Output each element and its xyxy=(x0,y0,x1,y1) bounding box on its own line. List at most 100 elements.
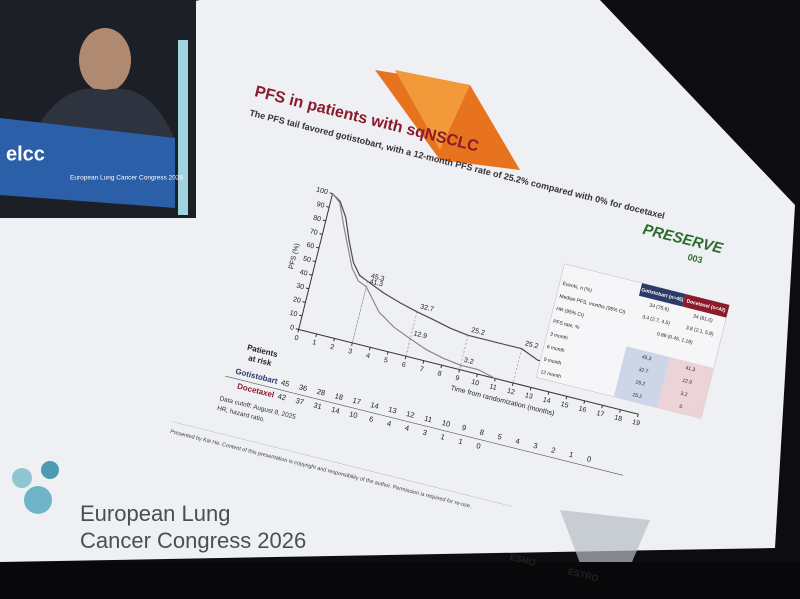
y-tick-label: 100 xyxy=(315,187,328,197)
table-row-label: 3 month xyxy=(549,331,568,341)
x-tick-label: 16 xyxy=(578,406,587,415)
risk-count: 14 xyxy=(369,400,379,411)
x-tick-label: 13 xyxy=(524,392,533,401)
risk-count: 8 xyxy=(479,427,485,437)
brand-line: Cancer Congress 2026 xyxy=(80,528,306,553)
y-tick xyxy=(326,206,330,208)
x-tick xyxy=(440,365,443,369)
table-cell: 3.2 xyxy=(680,391,688,399)
annotation: 32.7 xyxy=(419,303,434,313)
x-tick xyxy=(476,373,478,378)
brand-dot xyxy=(24,486,52,514)
x-tick-label: 18 xyxy=(614,414,623,423)
risk-count: 0 xyxy=(586,454,592,464)
annotation-guide xyxy=(352,286,367,343)
annotation-guide xyxy=(405,338,411,357)
table-cell: 34 (81.0) xyxy=(692,313,713,324)
km-curve xyxy=(332,193,574,370)
risk-count: 31 xyxy=(312,400,322,411)
table-cell: 41.3 xyxy=(685,365,696,373)
y-tick xyxy=(329,192,333,195)
x-tick-label: 10 xyxy=(471,379,480,388)
y-tick-label: 50 xyxy=(302,255,311,264)
y-tick-label: 60 xyxy=(306,242,315,251)
y-tick xyxy=(299,314,303,317)
x-tick-label: 5 xyxy=(383,357,389,365)
table-head-bg xyxy=(638,283,686,307)
x-tick xyxy=(315,333,318,337)
screen xyxy=(0,0,795,562)
risk-count: 1 xyxy=(457,437,463,447)
y-tick-label: 0 xyxy=(289,324,295,332)
x-tick xyxy=(386,351,389,355)
x-tick xyxy=(297,329,300,333)
table-head-bg xyxy=(682,294,730,318)
risk-count: 11 xyxy=(423,414,433,425)
km-curve xyxy=(332,193,496,380)
table-cell: 12.9 xyxy=(682,378,693,386)
y-tick xyxy=(302,301,306,303)
x-tick xyxy=(601,405,604,409)
risk-count: 1 xyxy=(440,432,446,442)
annotation: 25.2 xyxy=(471,327,486,337)
x-tick-label: 11 xyxy=(489,383,498,392)
table-row-label: 9 month xyxy=(543,357,562,367)
table-col xyxy=(613,346,671,408)
x-tick-label: 1 xyxy=(312,339,318,347)
x-tick-label: 4 xyxy=(365,353,371,361)
risk-count: 5 xyxy=(497,432,503,442)
brand-dot xyxy=(41,461,59,479)
x-tick xyxy=(333,338,335,342)
x-tick-label: 0 xyxy=(294,335,300,343)
x-tick xyxy=(368,347,371,351)
annotation-guide xyxy=(459,335,469,370)
risk-count: 4 xyxy=(404,423,410,433)
x-tick-label: 3 xyxy=(347,348,353,356)
y-tick-label: 20 xyxy=(292,296,301,305)
floor xyxy=(0,562,800,599)
annotation: 3.2 xyxy=(463,357,474,366)
x-tick-label: 19 xyxy=(631,419,640,428)
risk-count: 1 xyxy=(568,450,574,460)
risk-count: 10 xyxy=(441,418,451,429)
x-tick-label: 12 xyxy=(506,388,515,397)
y-tick-label: 70 xyxy=(309,228,318,237)
risk-count: 3 xyxy=(532,441,538,451)
x-tick xyxy=(619,409,621,413)
risk-count: 3 xyxy=(422,428,428,438)
x-tick-label: 7 xyxy=(419,366,425,374)
annotation-guide xyxy=(512,348,522,384)
risk-count: 42 xyxy=(277,392,287,403)
x-tick-label: 2 xyxy=(329,344,335,352)
risk-count: 12 xyxy=(405,409,415,420)
y-tick-label: 10 xyxy=(289,310,298,319)
table-cell: 32.7 xyxy=(638,367,649,375)
annotation-guide xyxy=(459,365,461,370)
y-tick xyxy=(315,246,320,249)
risk-rule xyxy=(225,375,624,476)
risk-count: 28 xyxy=(316,387,326,398)
risk-count: 17 xyxy=(352,396,362,407)
y-tick-label: 40 xyxy=(299,269,308,278)
inset-frame xyxy=(178,40,188,215)
table-col xyxy=(657,357,714,419)
annotation: 25.2 xyxy=(524,340,539,350)
x-tick xyxy=(511,382,514,386)
inset-logo: elcc xyxy=(6,143,45,165)
x-tick xyxy=(529,387,532,391)
annotation: 45.3 xyxy=(370,273,385,283)
x-tick xyxy=(565,396,568,400)
table-row-label: 12 month xyxy=(540,369,562,380)
y-tick-label: 90 xyxy=(316,201,325,210)
risk-count: 45 xyxy=(280,378,290,389)
risk-count: 37 xyxy=(295,396,305,407)
x-tick xyxy=(583,400,586,404)
x-tick xyxy=(422,360,425,364)
table-cell: 25.2 xyxy=(635,379,646,387)
table-row-label: 6 month xyxy=(546,344,565,354)
annotation: 12.9 xyxy=(413,330,428,340)
x-tick-label: 14 xyxy=(542,397,551,406)
brand-dot xyxy=(12,468,32,488)
annotation: 41.3 xyxy=(369,278,384,288)
